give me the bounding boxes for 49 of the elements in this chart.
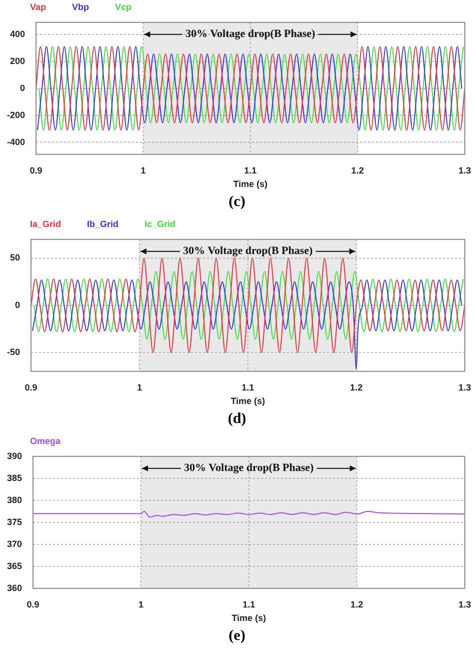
y-tick-label: 365 xyxy=(6,560,22,571)
text: Vbp xyxy=(72,2,90,12)
y-tick-label: 400 xyxy=(10,29,26,40)
y-tick-label: -50 xyxy=(6,347,20,358)
text: Vap xyxy=(30,2,46,12)
y-tick-label: 375 xyxy=(6,516,22,527)
y-tick-label: 360 xyxy=(6,582,22,593)
x-tick-label: 1.2 xyxy=(351,165,364,176)
line-series xyxy=(34,270,464,340)
y-tick-label: 370 xyxy=(6,538,22,549)
x-tick-label: 0.9 xyxy=(30,165,42,176)
y-tick-label: 0 xyxy=(14,300,20,310)
line-series xyxy=(31,258,465,354)
text: Ic_Grid xyxy=(144,219,176,229)
text: Ib_Grid xyxy=(87,219,119,229)
line-series xyxy=(32,279,462,370)
x-tick-label: 1.1 xyxy=(242,382,254,392)
x-tick-label: 1.2 xyxy=(350,382,363,392)
x-tick-label: 1 xyxy=(138,599,144,610)
text: Vcp xyxy=(115,2,132,12)
y-tick-label: -200 xyxy=(7,110,26,120)
x-tick-label: 1 xyxy=(140,165,146,176)
x-tick-label: 0.9 xyxy=(24,382,38,392)
y-tick-label: 50 xyxy=(10,252,20,263)
x-tick-label: 1.1 xyxy=(244,165,257,176)
x-tick-label: 1.3 xyxy=(458,165,471,176)
x-axis-title: Time (s) xyxy=(232,613,266,624)
x-tick-label: 0.9 xyxy=(26,599,40,610)
band-label: 30% Voltage drop(B Phase) xyxy=(183,245,314,258)
text: (d) xyxy=(226,410,248,429)
y-tick-label: 385 xyxy=(6,472,22,483)
text: (c) xyxy=(228,193,246,212)
band-label: 30% Voltage drop(B Phase) xyxy=(184,462,314,474)
x-tick-label: 1 xyxy=(136,382,142,392)
band-label: 30% Voltage drop(B Phase) xyxy=(186,28,316,40)
y-tick-label: 200 xyxy=(10,56,26,66)
y-tick-label: -400 xyxy=(7,136,26,147)
x-tick-label: 1.1 xyxy=(242,599,256,610)
x-tick-label: 1.2 xyxy=(350,599,364,610)
y-tick-label: 0 xyxy=(20,82,26,93)
text: Ia_Grid xyxy=(30,219,62,229)
x-tick-label: 1.3 xyxy=(458,599,471,610)
y-tick-label: 390 xyxy=(6,450,22,461)
x-axis-title: Time (s) xyxy=(233,179,268,190)
x-axis-title: Time (s) xyxy=(230,396,266,406)
text: (e) xyxy=(228,627,246,646)
text: Omega xyxy=(30,436,61,446)
y-tick-label: 380 xyxy=(6,494,22,505)
x-tick-label: 1.3 xyxy=(458,382,471,392)
